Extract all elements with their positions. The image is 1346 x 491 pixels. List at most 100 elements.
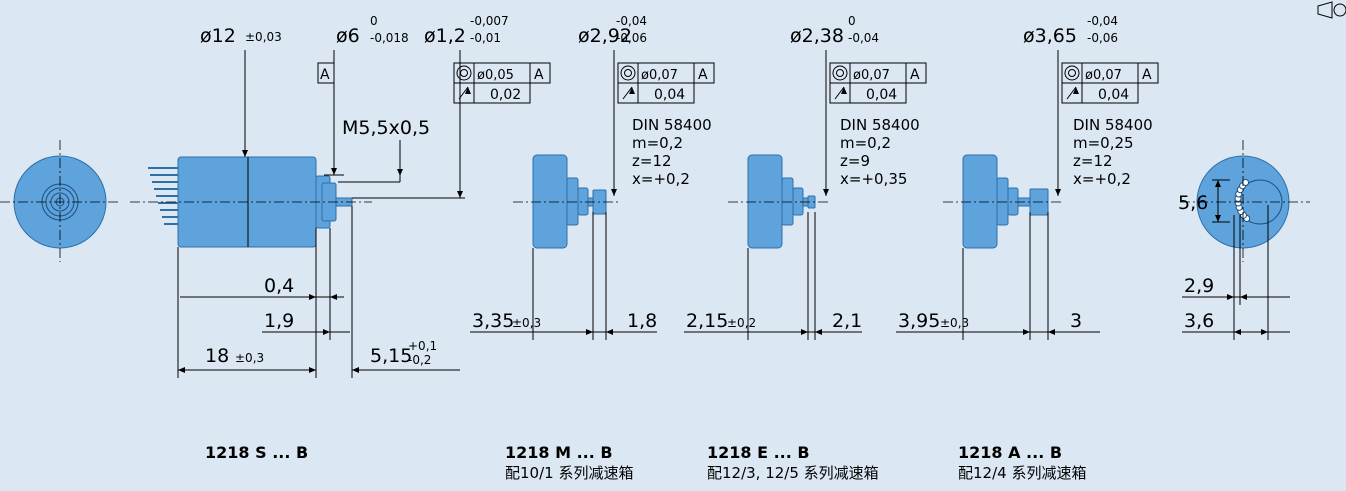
arrow-head (242, 150, 248, 157)
label: -0,04 (848, 31, 879, 45)
label: 2,1 (832, 310, 862, 332)
concentricity-symbol (1068, 69, 1076, 77)
model-note: 配12/3, 12/5 系列减速箱 (707, 464, 879, 482)
arrow-head (1234, 329, 1241, 335)
frame-cell (529, 62, 551, 84)
label: 2,9 (1184, 275, 1214, 297)
arrow-head (1227, 294, 1234, 300)
bearing (577, 187, 589, 216)
label: 5,6 (1178, 192, 1208, 214)
label: 0,04 (866, 87, 897, 103)
label: M5,5x0,5 (342, 117, 430, 139)
label: -0,06 (1087, 31, 1118, 45)
label: ø6 (336, 25, 360, 47)
projection-symbol (1333, 3, 1346, 17)
concentricity-symbol (620, 65, 636, 81)
label: DIN 58400 (840, 116, 920, 134)
arrow-head (309, 294, 316, 300)
bearing (792, 187, 804, 216)
arrow-head (1055, 189, 1061, 196)
arrow-head (1240, 294, 1247, 300)
label: ø0,07 (853, 68, 890, 83)
label: -0,06 (616, 31, 647, 45)
label: 3 (1070, 310, 1082, 332)
projection-symbol (1317, 1, 1333, 19)
label: m=0,25 (1073, 134, 1134, 152)
concentricity-symbol (456, 65, 472, 81)
runout-symbol (1066, 86, 1077, 100)
flange (996, 177, 1009, 226)
flange (781, 177, 794, 226)
label: 0 (848, 14, 856, 28)
label: -0,04 (616, 14, 647, 28)
gear-tooth (1242, 179, 1250, 187)
motor-body (532, 154, 568, 249)
label: ±0,3 (512, 316, 541, 330)
label: z=12 (1073, 152, 1113, 170)
frame-cell (693, 62, 715, 84)
model-label: 1218 E ... B (707, 443, 810, 462)
label: 0 (370, 14, 378, 28)
arrow-head (823, 189, 829, 196)
label: ø0,07 (1085, 68, 1122, 83)
label: m=0,2 (840, 134, 891, 152)
arrow-head (1215, 215, 1221, 222)
frame-cell (849, 82, 907, 104)
label: -0,04 (1087, 14, 1118, 28)
label: 0,02 (490, 87, 521, 103)
concentricity-symbol (460, 69, 468, 77)
arrow-head (397, 169, 403, 176)
label: 3,35 (472, 310, 514, 332)
concentricity-symbol (836, 69, 844, 77)
concentricity-symbol (832, 65, 848, 81)
arrow-head (323, 329, 330, 335)
frame-cell (637, 82, 695, 104)
label: -0,2 (408, 353, 431, 367)
label: ø2,92 (578, 25, 632, 47)
label: m=0,2 (632, 134, 683, 152)
label: ø0,05 (477, 68, 514, 83)
label: x=+0,2 (632, 170, 690, 188)
model-note: 配10/1 系列减速箱 (505, 464, 633, 482)
frame-cell (1137, 62, 1159, 84)
label: z=12 (632, 152, 672, 170)
arrow-head (1261, 329, 1268, 335)
label: ±0,2 (727, 316, 756, 330)
label: A (1142, 67, 1152, 83)
label: A (910, 67, 920, 83)
label: ±0,03 (245, 30, 282, 44)
label: 0,4 (264, 275, 294, 297)
arrow-head (606, 329, 613, 335)
arrow-head (1023, 329, 1030, 335)
runout-symbol (458, 86, 469, 100)
label: ø2,38 (790, 25, 844, 47)
model-note: 配12/4 系列减速箱 (958, 464, 1086, 482)
arrow-head (1048, 329, 1055, 335)
runout-symbol (834, 86, 845, 100)
concentricity-symbol (624, 69, 632, 77)
label: A (320, 67, 330, 83)
motor-body (747, 154, 783, 249)
arrow-head (331, 168, 337, 175)
label: 3,6 (1184, 310, 1214, 332)
label: x=+0,2 (1073, 170, 1131, 188)
label: 1,8 (627, 310, 657, 332)
concentricity-symbol (1064, 65, 1080, 81)
label: 3,95 (898, 310, 940, 332)
label: ø12 (200, 25, 236, 47)
label: 2,15 (686, 310, 728, 332)
arrow-head (815, 329, 822, 335)
label: z=9 (840, 152, 870, 170)
label: ±0,3 (235, 351, 264, 365)
arrow-head (465, 87, 471, 94)
arrow-head (801, 329, 808, 335)
label: x=+0,35 (840, 170, 907, 188)
label: A (534, 67, 544, 83)
label: -0,018 (370, 31, 409, 45)
bearing (1007, 187, 1019, 216)
label: 5,15 (370, 345, 412, 367)
motor-body (962, 154, 998, 249)
label: 18 (205, 345, 229, 367)
frame-cell (1081, 82, 1139, 104)
